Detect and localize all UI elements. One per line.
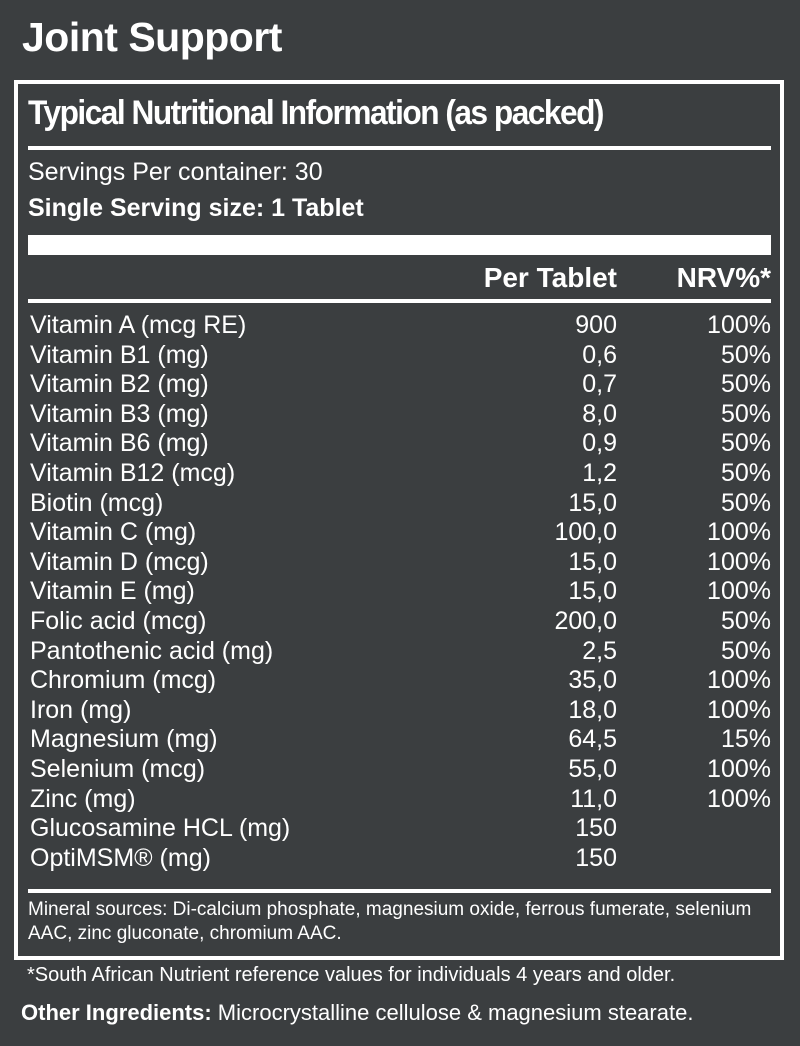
per-tablet-value: 150 bbox=[575, 843, 617, 872]
nutrient-name: Vitamin B6 (mg) bbox=[30, 429, 209, 458]
table-row: Magnesium (mg) 64,5 15% bbox=[30, 725, 771, 755]
nutrient-table: Vitamin A (mcg RE) 900 100% Vitamin B1 (mg)… bbox=[30, 311, 771, 873]
nrv-value: 100% bbox=[707, 311, 771, 339]
per-tablet-value: 64,5 bbox=[568, 725, 617, 754]
serving-size: Single Serving size: 1 Tablet bbox=[28, 194, 364, 222]
per-tablet-value: 15,0 bbox=[568, 488, 617, 517]
servings-per-container: Servings Per container: 30 bbox=[28, 158, 323, 186]
nrv-value: 50% bbox=[720, 458, 771, 487]
table-row: Vitamin C (mg) 100,0 100% bbox=[30, 518, 771, 548]
nrv-value: 50% bbox=[720, 340, 771, 369]
per-tablet-value: 15,0 bbox=[568, 547, 617, 576]
nutrient-name: Vitamin C (mg) bbox=[30, 518, 197, 547]
per-tablet-value: 11,0 bbox=[570, 784, 617, 813]
table-row: Zinc (mg) 11,0 100% bbox=[30, 785, 771, 815]
panel-heading: Typical Nutritional Information (as pack… bbox=[28, 94, 604, 132]
per-tablet-value: 2,5 bbox=[582, 636, 617, 665]
product-title: Joint Support bbox=[22, 14, 282, 60]
per-tablet-value: 8,0 bbox=[582, 399, 617, 428]
nutrient-name: Vitamin A (mcg RE) bbox=[30, 311, 247, 339]
table-row: Vitamin D (mcg) 15,0 100% bbox=[30, 548, 771, 578]
nutrient-name: Vitamin B2 (mg) bbox=[30, 370, 209, 399]
nutrient-name: Glucosamine HCL (mg) bbox=[30, 814, 291, 843]
nrv-value: 100% bbox=[707, 784, 771, 813]
per-tablet-value: 1,2 bbox=[582, 458, 617, 487]
nrv-value: 50% bbox=[720, 399, 771, 428]
nrv-value: 15% bbox=[720, 725, 771, 754]
table-row: Glucosamine HCL (mg) 150 bbox=[30, 814, 771, 844]
nutrient-name: Vitamin B1 (mg) bbox=[30, 340, 209, 369]
table-row: Iron (mg) 18,0 100% bbox=[30, 696, 771, 726]
table-row: Pantothenic acid (mg) 2,5 50% bbox=[30, 637, 771, 667]
nrv-value: 50% bbox=[720, 429, 771, 458]
table-row: Selenium (mcg) 55,0 100% bbox=[30, 755, 771, 785]
per-tablet-value: 100,0 bbox=[554, 518, 617, 547]
per-tablet-value: 0,7 bbox=[582, 370, 617, 399]
other-ingredients-text: Microcrystalline cellulose & magnesium s… bbox=[211, 1000, 694, 1025]
other-ingredients: Other Ingredients: Microcrystalline cell… bbox=[21, 1000, 693, 1026]
nutrient-name: Chromium (mcg) bbox=[30, 666, 217, 695]
nutrient-name: Selenium (mcg) bbox=[30, 754, 206, 783]
other-ingredients-label: Other Ingredients: bbox=[21, 1000, 212, 1025]
per-tablet-value: 0,6 bbox=[582, 340, 617, 369]
divider bbox=[28, 889, 771, 893]
nutrient-name: Zinc (mg) bbox=[30, 784, 136, 813]
nrv-footnote: *South African Nutrient reference values… bbox=[27, 964, 676, 986]
nrv-value: 100% bbox=[707, 754, 771, 783]
nutrient-name: Vitamin B12 (mcg) bbox=[30, 458, 236, 487]
per-tablet-value: 18,0 bbox=[568, 695, 617, 724]
mineral-sources: Mineral sources: Di-calcium phosphate, m… bbox=[28, 899, 752, 944]
table-row: Folic acid (mcg) 200,0 50% bbox=[30, 607, 771, 637]
table-row: Vitamin B2 (mg) 0,7 50% bbox=[30, 370, 771, 400]
table-row: Chromium (mcg) 35,0 100% bbox=[30, 666, 771, 696]
table-row: Vitamin B1 (mg) 0,6 50% bbox=[30, 341, 771, 371]
per-tablet-value: 55,0 bbox=[568, 754, 617, 783]
per-tablet-value: 200,0 bbox=[554, 606, 617, 635]
table-row: OptiMSM® (mg) 150 bbox=[30, 844, 771, 874]
nutrient-name: Iron (mg) bbox=[30, 695, 132, 724]
table-row: Vitamin E (mg) 15,0 100% bbox=[30, 577, 771, 607]
nrv-value: 50% bbox=[720, 488, 771, 517]
nrv-value: 50% bbox=[720, 606, 771, 635]
per-tablet-value: 0,9 bbox=[582, 429, 617, 458]
table-row: Vitamin B12 (mcg) 1,2 50% bbox=[30, 459, 771, 489]
table-row: Vitamin A (mcg RE) 900 100% bbox=[30, 311, 771, 341]
table-row: Biotin (mcg) 15,0 50% bbox=[30, 489, 771, 519]
nutrient-name: Magnesium (mg) bbox=[30, 725, 218, 754]
divider bbox=[28, 146, 771, 150]
per-tablet-value: 15,0 bbox=[568, 577, 617, 606]
nutrient-name: Folic acid (mcg) bbox=[30, 606, 207, 635]
nutrition-panel-border bbox=[14, 80, 784, 960]
nrv-value: 100% bbox=[707, 666, 771, 695]
column-header-nrv: NRV%* bbox=[676, 262, 771, 293]
per-tablet-value: 35,0 bbox=[568, 666, 617, 695]
nrv-value: 50% bbox=[720, 636, 771, 665]
nutrient-name: Vitamin B3 (mg) bbox=[30, 399, 209, 428]
nrv-value: 100% bbox=[707, 547, 771, 576]
nutrient-name: Pantothenic acid (mg) bbox=[30, 636, 274, 665]
nrv-value: 100% bbox=[707, 577, 771, 606]
nrv-value: 50% bbox=[720, 370, 771, 399]
nutrient-name: Biotin (mcg) bbox=[30, 488, 164, 517]
nutrient-name: Vitamin D (mcg) bbox=[30, 547, 209, 576]
table-row: Vitamin B6 (mg) 0,9 50% bbox=[30, 429, 771, 459]
thick-divider bbox=[28, 235, 771, 255]
table-row: Vitamin B3 (mg) 8,0 50% bbox=[30, 400, 771, 430]
nrv-value: 100% bbox=[707, 695, 771, 724]
nutrient-name: OptiMSM® (mg) bbox=[30, 843, 211, 872]
nrv-value: 100% bbox=[707, 518, 771, 547]
per-tablet-value: 150 bbox=[575, 814, 617, 843]
column-header-per-tablet: Per Tablet bbox=[483, 262, 617, 293]
nutrient-name: Vitamin E (mg) bbox=[30, 577, 195, 606]
per-tablet-value: 900 bbox=[575, 311, 617, 339]
divider bbox=[28, 299, 771, 303]
